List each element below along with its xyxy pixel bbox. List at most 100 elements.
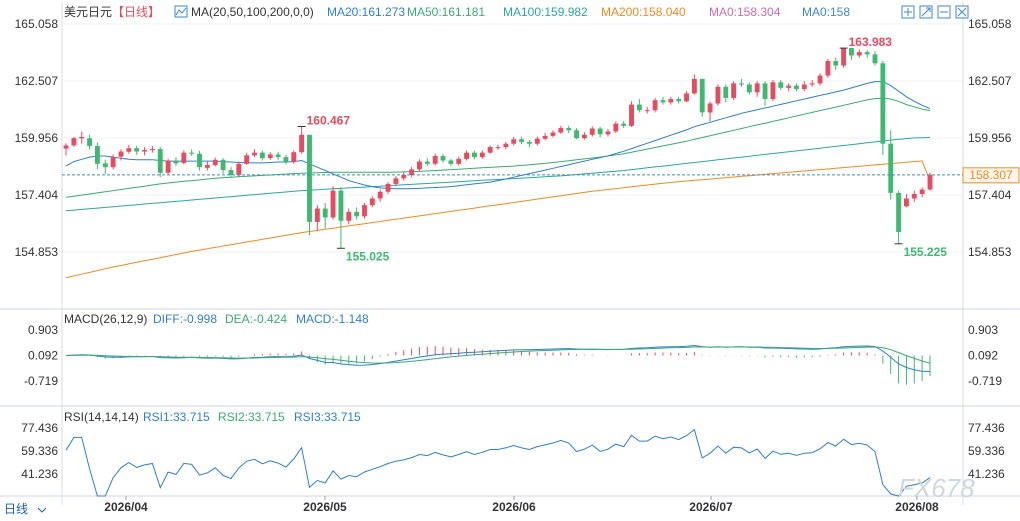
price-tick-left: 165.058 xyxy=(15,17,59,31)
macd-tick-right: 0.092 xyxy=(968,349,998,363)
candle-body xyxy=(849,48,854,56)
candle xyxy=(401,172,407,181)
candle-body xyxy=(534,138,540,144)
candle xyxy=(511,137,517,146)
candle xyxy=(417,159,422,172)
candle xyxy=(228,167,234,178)
candle xyxy=(668,96,674,105)
candle xyxy=(110,154,116,170)
candle xyxy=(636,99,642,113)
candle xyxy=(739,78,744,87)
candle-body xyxy=(472,152,477,158)
chevron-down-icon[interactable] xyxy=(37,507,47,513)
ma-toggle-icon[interactable] xyxy=(174,5,188,18)
candle-body xyxy=(746,84,752,93)
candle xyxy=(723,84,729,103)
candle-body xyxy=(801,84,807,89)
candle xyxy=(652,97,658,113)
candle xyxy=(833,57,839,70)
current-price-tag xyxy=(962,167,1020,184)
candle-body xyxy=(896,192,902,232)
candle-body xyxy=(762,83,768,100)
candle-body xyxy=(181,152,187,163)
candle-body xyxy=(220,159,226,171)
candle xyxy=(220,158,226,174)
candle xyxy=(291,150,297,164)
ma-legend-item: MA0:158 xyxy=(802,5,850,19)
price-tick-left: 154.853 xyxy=(15,245,59,259)
candle-body xyxy=(589,128,595,135)
candle-body xyxy=(63,145,69,149)
candle-body xyxy=(424,161,430,164)
candle-body xyxy=(888,143,894,193)
candle xyxy=(888,130,894,200)
candle-body xyxy=(841,48,847,66)
ma-legend-item: MA20:161.273 xyxy=(327,5,405,19)
candle-body xyxy=(252,152,257,156)
candle xyxy=(550,130,556,138)
candle-body xyxy=(668,99,674,103)
candle-body xyxy=(613,123,619,132)
candle-body xyxy=(385,183,391,192)
candle xyxy=(495,144,501,150)
candle xyxy=(731,81,737,101)
candle xyxy=(409,167,415,178)
ma50-line xyxy=(65,97,931,198)
close-icon[interactable] xyxy=(955,5,969,19)
period-tab[interactable]: 日线 xyxy=(4,502,28,516)
candle xyxy=(464,150,470,161)
candle xyxy=(691,74,697,95)
candle xyxy=(597,126,603,138)
macd-title: MACD(26,12,9) xyxy=(64,312,147,326)
ma20-line xyxy=(65,81,931,190)
price-axis-ticks: 165.058 165.058 162.507 162.507 159.956 159.9… xyxy=(15,17,1012,259)
candle-body xyxy=(197,153,202,168)
candle xyxy=(817,73,823,86)
period-label: 【日线】 xyxy=(112,5,160,19)
candle xyxy=(165,158,171,175)
candle xyxy=(699,78,705,117)
candle-body xyxy=(581,134,587,139)
candle xyxy=(307,134,312,236)
candle xyxy=(472,150,477,160)
zoom-in-icon[interactable] xyxy=(919,5,933,19)
candle-body xyxy=(189,152,195,154)
candle xyxy=(354,207,360,220)
candle-body xyxy=(809,83,815,85)
candle-body xyxy=(739,83,744,85)
candle xyxy=(621,120,627,129)
candle-body xyxy=(794,85,799,89)
rsi-tick-right: 41.236 xyxy=(968,467,1005,481)
candle-body xyxy=(550,132,556,136)
candle xyxy=(864,49,870,58)
candle xyxy=(746,82,752,95)
rsi2-label: RSI2:33.715 xyxy=(218,410,285,424)
candle-body xyxy=(495,147,501,149)
candle xyxy=(503,141,509,150)
candle xyxy=(369,196,375,208)
candle xyxy=(94,142,100,170)
candle xyxy=(385,182,391,194)
rsi-panel: 77.436 77.436 59.336 59.336 41.236 41.236 xyxy=(21,421,1005,497)
candle xyxy=(896,190,902,244)
candle-body xyxy=(636,104,642,111)
candle xyxy=(519,136,524,145)
x-tick-label: 2026/08 xyxy=(895,500,939,514)
candle-body xyxy=(825,61,831,76)
candle-body xyxy=(149,149,155,151)
candle xyxy=(581,132,587,140)
candle xyxy=(252,149,257,158)
image-icon[interactable] xyxy=(901,5,915,19)
candle-body xyxy=(487,147,493,153)
candle-body xyxy=(778,82,784,88)
candle xyxy=(204,161,210,171)
macd-tick-left: 0.092 xyxy=(28,349,58,363)
candle xyxy=(644,106,650,114)
zoom-out-icon[interactable] xyxy=(937,5,951,19)
candle xyxy=(801,81,807,92)
candle xyxy=(79,131,85,144)
candle-body xyxy=(456,158,462,164)
candle-body xyxy=(691,78,697,94)
candle xyxy=(102,159,108,174)
candle-body xyxy=(511,139,517,144)
